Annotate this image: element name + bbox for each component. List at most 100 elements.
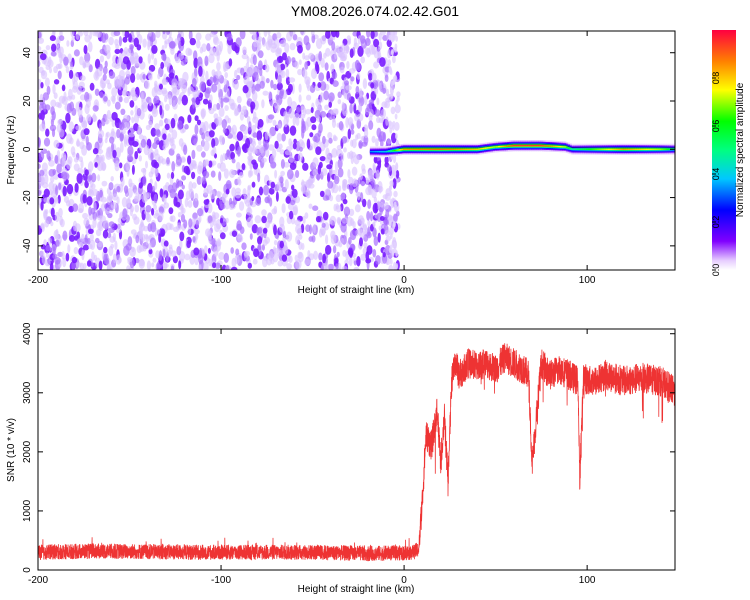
signal-band-cell	[606, 148, 609, 150]
noise-speck	[111, 128, 115, 137]
signal-band-cell	[382, 151, 386, 153]
noise-speck	[110, 243, 115, 249]
signal-band-cell	[607, 148, 611, 150]
signal-band-cell	[435, 148, 439, 150]
signal-band-cell	[580, 148, 583, 150]
signal-band-cell	[483, 147, 486, 149]
noise-speck	[88, 206, 92, 216]
noise-speck	[265, 78, 270, 84]
noise-speck	[162, 133, 167, 140]
noise-speck	[282, 230, 287, 237]
noise-speck	[75, 33, 80, 40]
noise-speck	[251, 196, 255, 202]
noise-speck	[114, 240, 118, 251]
noise-speck	[126, 166, 130, 177]
noise-speck	[228, 58, 233, 67]
noise-speck	[213, 46, 220, 57]
signal-band-cell	[532, 145, 536, 147]
noise-speck	[191, 149, 196, 160]
noise-speck	[366, 210, 371, 221]
noise-speck	[152, 257, 157, 263]
noise-speck	[188, 188, 194, 199]
signal-band-cell	[640, 148, 644, 150]
signal-band-cell	[593, 148, 596, 150]
noise-speck	[251, 124, 257, 132]
noise-speck	[168, 244, 173, 250]
noise-speck	[209, 221, 214, 228]
noise-speck	[393, 170, 397, 177]
signal-band-cell	[503, 145, 506, 147]
noise-speck	[351, 166, 358, 176]
noise-speck	[223, 252, 229, 263]
noise-speck	[287, 169, 294, 180]
noise-speck	[150, 127, 157, 137]
signal-band-cell	[585, 148, 589, 150]
noise-speck	[99, 187, 104, 198]
noise-speck	[226, 149, 230, 156]
noise-speck	[395, 163, 399, 170]
noise-speck	[63, 56, 69, 66]
noise-speck	[136, 73, 140, 81]
noise-speck	[307, 178, 314, 186]
noise-speck	[128, 178, 133, 188]
noise-speck	[328, 92, 335, 102]
noise-speck	[234, 69, 238, 79]
noise-speck	[258, 186, 264, 196]
noise-speck	[242, 125, 249, 135]
noise-speck	[140, 219, 144, 227]
noise-speck	[40, 223, 45, 230]
noise-speck	[331, 118, 337, 128]
noise-speck	[38, 163, 41, 169]
noise-speck	[39, 250, 45, 259]
noise-speck	[113, 31, 121, 37]
noise-speck	[236, 95, 242, 104]
noise-speck	[219, 200, 223, 206]
noise-speck	[201, 151, 206, 158]
noise-speck	[313, 250, 318, 260]
noise-speck	[158, 233, 162, 243]
noise-speck	[315, 173, 321, 180]
noise-speck	[251, 181, 256, 188]
signal-band-cell	[609, 148, 613, 150]
noise-speck	[99, 55, 105, 63]
noise-speck	[297, 44, 303, 54]
signal-band-cell	[578, 148, 581, 150]
signal-band-cell	[558, 146, 561, 148]
noise-speck	[333, 136, 338, 142]
noise-speck	[349, 184, 354, 195]
noise-speck	[247, 170, 252, 178]
noise-speck	[94, 162, 98, 168]
noise-speck	[172, 255, 178, 264]
noise-speck	[275, 191, 279, 202]
noise-speck	[254, 83, 261, 92]
noise-speck	[253, 71, 259, 82]
signal-band-cell	[518, 145, 521, 147]
noise-speck	[312, 157, 319, 168]
noise-speck	[327, 263, 335, 270]
noise-speck	[84, 34, 91, 43]
noise-speck	[325, 244, 332, 255]
noise-speck	[332, 80, 339, 87]
noise-speck	[170, 48, 175, 55]
signal-band-cell	[505, 145, 508, 147]
noise-speck	[211, 160, 217, 166]
noise-speck	[124, 76, 130, 85]
signal-band-cell	[391, 150, 395, 152]
noise-speck	[241, 242, 247, 250]
noise-speck	[194, 124, 199, 135]
signal-band-cell	[443, 148, 446, 150]
noise-speck	[382, 194, 388, 200]
noise-speck	[92, 218, 97, 228]
noise-speck	[223, 168, 229, 179]
noise-speck	[202, 170, 210, 179]
x-tick-label: 0	[401, 575, 407, 586]
noise-speck	[342, 249, 347, 257]
noise-speck	[217, 82, 221, 93]
noise-speck	[310, 143, 314, 151]
x-tick-label: -200	[28, 575, 48, 586]
noise-speck	[59, 54, 63, 64]
signal-band-cell	[424, 148, 428, 150]
noise-speck	[89, 185, 93, 194]
noise-speck	[213, 246, 219, 258]
